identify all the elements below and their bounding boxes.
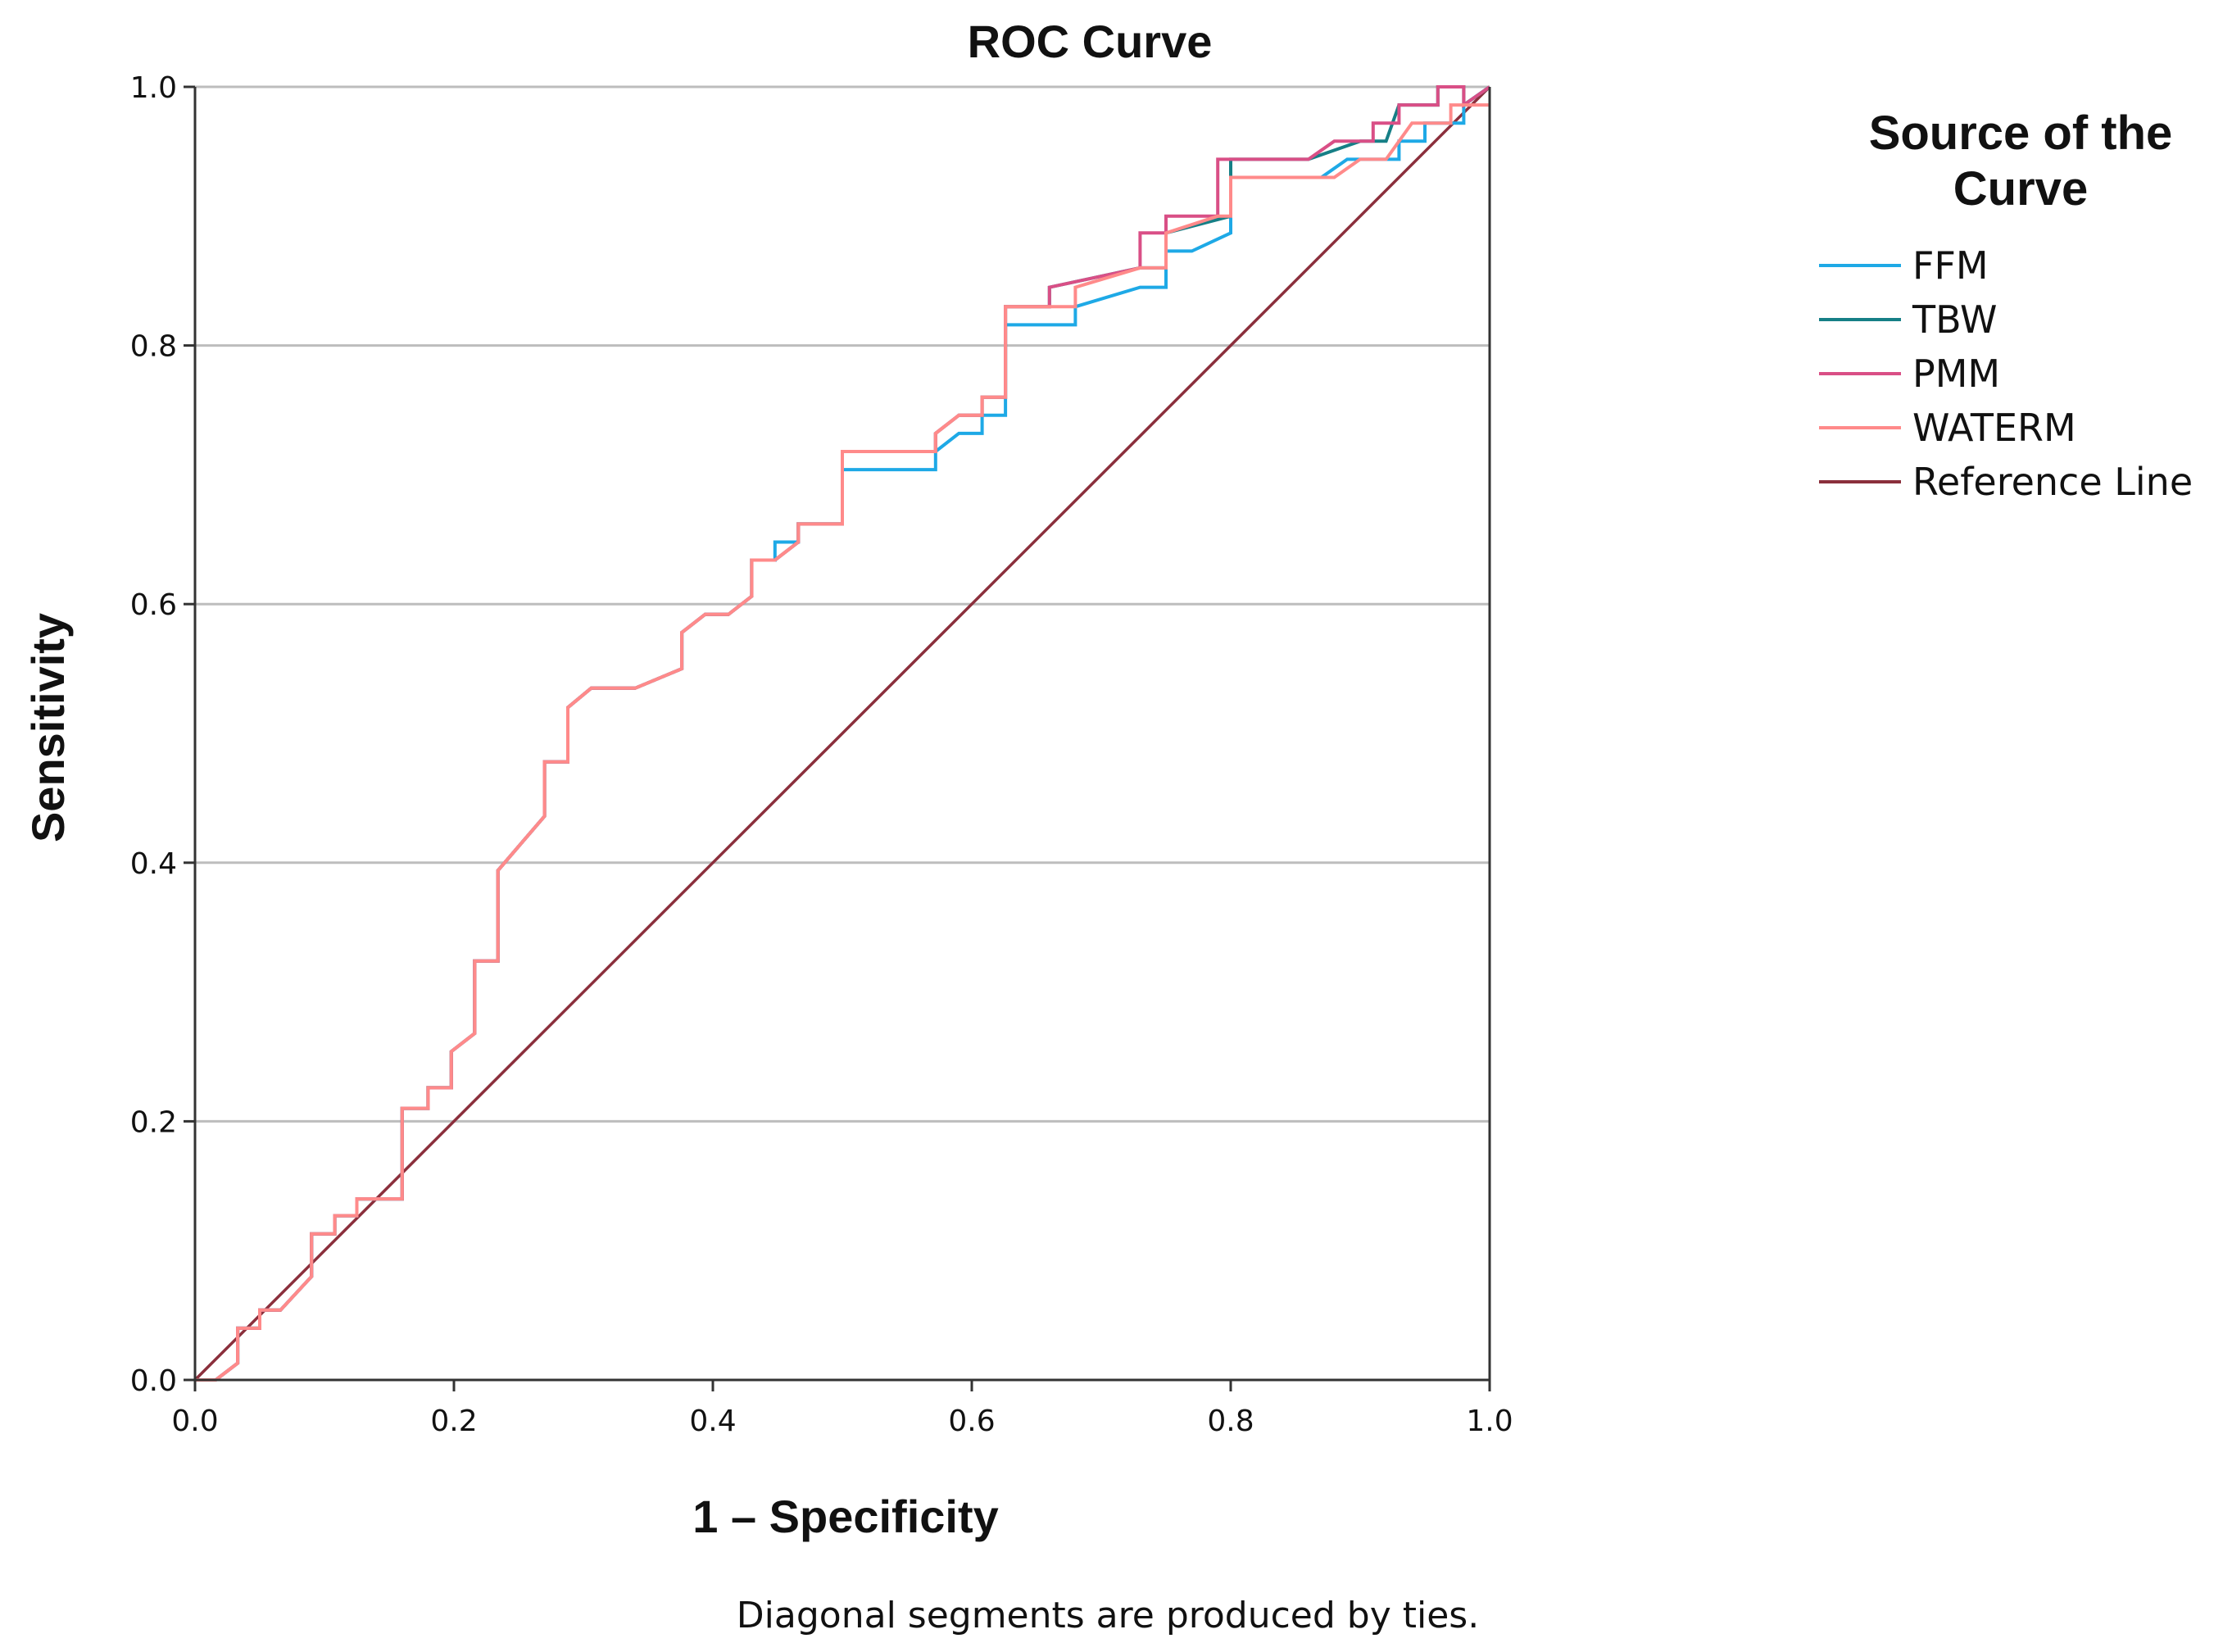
chart-footnote: Diagonal segments are produced by ties. <box>737 1595 1479 1636</box>
legend-label-waterm: WATERM <box>1912 406 2076 450</box>
y-tick-label: 0.6 <box>130 588 177 622</box>
legend-label-ffm: FFM <box>1912 243 1989 288</box>
y-tick-label: 0.0 <box>130 1364 177 1398</box>
legend-label-tbw: TBW <box>1912 297 1998 342</box>
series-line-reference-line <box>193 85 1491 1382</box>
legend-label-pmm: PMM <box>1912 352 2000 396</box>
legend-label-reference-line: Reference Line <box>1912 460 2193 504</box>
chart-title: ROC Curve <box>968 16 1213 67</box>
x-tick-label: 0.6 <box>948 1405 995 1438</box>
x-tick-label: 0.4 <box>689 1405 736 1438</box>
series-line-waterm <box>195 103 1490 1382</box>
plot-series <box>193 85 1491 1382</box>
legend-title-line1: Source of the <box>1869 107 2173 160</box>
x-tick-label: 0.0 <box>171 1405 218 1438</box>
x-tick-label: 0.8 <box>1207 1405 1254 1438</box>
gridlines <box>195 85 1490 1123</box>
x-tick-label: 1.0 <box>1466 1405 1513 1438</box>
y-tick-label: 0.8 <box>130 330 177 364</box>
y-tick-label: 0.4 <box>130 847 177 881</box>
tick-labels: 0.0 0.2 0.4 0.6 0.8 1.0 0.0 0.2 0.4 0.6 0.8 1.0 <box>130 71 1513 1438</box>
x-tick-label: 0.2 <box>430 1405 477 1438</box>
x-axis-title: 1 – Specificity <box>692 1491 999 1542</box>
legend: Source of the Curve FFM TBW PMM WATERM Refer… <box>1819 107 2193 504</box>
y-tick-label: 1.0 <box>130 71 177 105</box>
legend-title-line2: Curve <box>1953 162 2088 216</box>
axes <box>184 85 1491 1391</box>
y-tick-label: 0.2 <box>130 1105 177 1139</box>
y-axis-title: Sensitivity <box>22 613 74 842</box>
